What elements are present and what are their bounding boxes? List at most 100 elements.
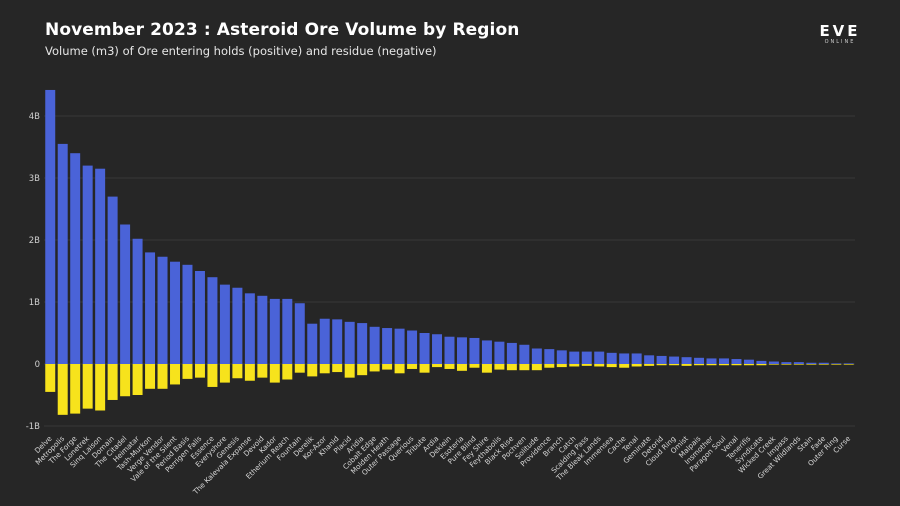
bar-negative	[681, 364, 692, 366]
bar-negative	[132, 364, 143, 395]
bar-negative	[282, 364, 293, 380]
bar-negative	[731, 364, 742, 366]
bar-positive	[669, 356, 680, 364]
bar-negative	[182, 364, 193, 379]
bar-positive	[70, 153, 81, 364]
bar-positive	[244, 293, 255, 364]
bar-negative	[257, 364, 268, 378]
bar-negative	[307, 364, 318, 377]
bar-negative	[843, 364, 854, 365]
y-tick-label: 0	[35, 360, 40, 370]
bar-positive	[606, 352, 617, 364]
bar-negative	[781, 364, 792, 365]
bar-negative	[756, 364, 767, 366]
bar-negative	[344, 364, 355, 378]
bar-positive	[731, 359, 742, 364]
bar-positive	[419, 333, 430, 364]
bar-negative	[419, 364, 430, 373]
bar-positive	[232, 287, 243, 364]
bar-positive	[706, 358, 717, 364]
bar-positive	[357, 323, 368, 364]
logo-subtext: ONLINE	[824, 39, 856, 45]
bar-positive	[506, 342, 517, 364]
bar-negative	[719, 364, 729, 366]
bar-negative	[656, 364, 667, 366]
bar-positive	[282, 298, 293, 364]
bar-negative	[581, 364, 592, 366]
bar-positive	[456, 337, 467, 364]
bar-positive	[494, 341, 505, 364]
bar-positive	[743, 359, 754, 364]
bar-positive	[581, 351, 592, 364]
bar-positive	[793, 362, 804, 364]
bar-negative	[369, 364, 380, 372]
bar-negative	[45, 364, 56, 392]
y-tick-label: 3B	[29, 174, 40, 184]
bar-positive	[269, 298, 280, 364]
bar-positive	[756, 360, 767, 364]
bar-positive	[369, 326, 380, 364]
y-tick-label: 4B	[29, 112, 40, 122]
bar-negative	[594, 364, 605, 367]
bar-positive	[132, 238, 143, 364]
bar-positive	[294, 303, 305, 364]
bar-negative	[456, 364, 467, 371]
bar-positive	[469, 337, 480, 364]
bar-negative	[394, 364, 405, 374]
bar-negative	[207, 364, 218, 387]
bar-negative	[269, 364, 280, 383]
bar-negative	[219, 364, 230, 383]
bar-positive	[95, 168, 106, 364]
eve-online-logo: EVE ONLINE	[810, 24, 870, 46]
bar-negative	[818, 364, 829, 365]
chart-title: November 2023 : Asteroid Ore Volume by R…	[45, 20, 520, 40]
bar-negative	[694, 364, 705, 366]
bar-positive	[519, 344, 530, 364]
bar-positive	[82, 165, 93, 364]
bar-negative	[157, 364, 168, 389]
bar-negative	[706, 364, 717, 366]
bar-positive	[57, 143, 68, 364]
bar-negative	[95, 364, 106, 411]
bar-positive	[831, 363, 842, 364]
bar-positive	[556, 350, 567, 364]
bar-positive	[768, 361, 779, 364]
bar-positive	[619, 353, 630, 364]
bar-positive	[631, 353, 642, 364]
bar-negative	[294, 364, 305, 373]
bar-positive	[382, 328, 393, 364]
bar-negative	[768, 364, 779, 365]
bars	[45, 89, 854, 415]
bar-negative	[170, 364, 180, 385]
bar-negative	[244, 364, 255, 381]
bar-negative	[606, 364, 617, 368]
bar-negative	[519, 364, 530, 371]
bar-negative	[494, 364, 505, 370]
bar-negative	[319, 364, 330, 374]
bar-negative	[544, 364, 555, 368]
bar-positive	[719, 358, 729, 364]
bar-negative	[57, 364, 68, 415]
bar-negative	[743, 364, 754, 366]
bar-negative	[232, 364, 243, 379]
bar-positive	[219, 284, 230, 364]
bar-negative	[469, 364, 480, 368]
bar-positive	[806, 362, 817, 364]
y-tick-label: 1B	[29, 298, 40, 308]
bar-negative	[569, 364, 580, 367]
chart-subtitle: Volume (m3) of Ore entering holds (posit…	[45, 44, 437, 58]
bar-positive	[544, 349, 555, 364]
bar-negative	[556, 364, 567, 368]
bar-negative	[644, 364, 655, 366]
bar-positive	[781, 362, 792, 364]
bar-negative	[107, 364, 118, 400]
bar-positive	[531, 348, 542, 364]
y-tick-label: -1B	[26, 422, 40, 432]
bar-positive	[207, 277, 218, 364]
bar-negative	[120, 364, 131, 397]
bar-positive	[319, 318, 330, 364]
bar-positive	[694, 357, 705, 364]
bar-positive	[157, 256, 168, 364]
